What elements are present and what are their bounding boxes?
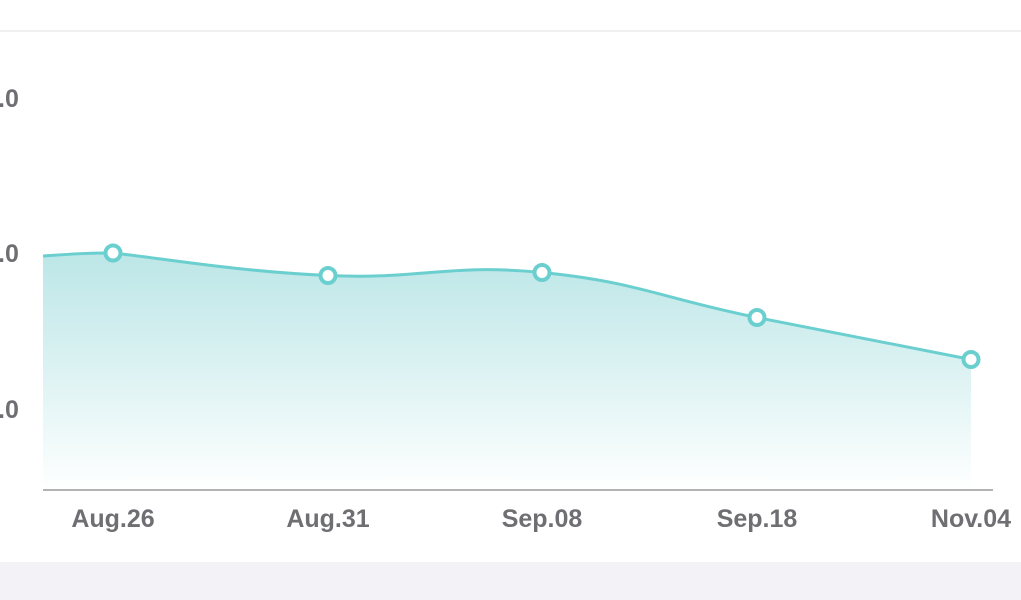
x-tick-label: Aug.31 [286,505,369,533]
x-tick-label: Aug.26 [71,505,154,533]
data-point-sep-18 [747,308,767,327]
data-point-aug-26 [103,243,123,263]
data-point-aug-31 [318,266,338,285]
x-axis-ticks: Aug.26 Aug.31 Sep.08 Sep.18 Nov.04 [71,505,1011,533]
data-point-sep-08 [532,263,552,282]
y-tick-label: .0 [0,85,19,113]
y-tick-label: .0 [0,240,19,268]
data-point-nov-04 [961,350,981,369]
y-tick-label: .0 [0,396,19,424]
y-axis-ticks: .0 .0 .0 [0,85,19,424]
bottom-band [0,562,1021,600]
x-tick-label: Sep.18 [717,505,798,533]
top-divider [0,30,1021,32]
series-line [42,251,972,361]
data-points [103,243,981,369]
series-area [43,253,971,490]
x-tick-label: Nov.04 [931,505,1011,533]
x-tick-label: Sep.08 [502,505,583,533]
